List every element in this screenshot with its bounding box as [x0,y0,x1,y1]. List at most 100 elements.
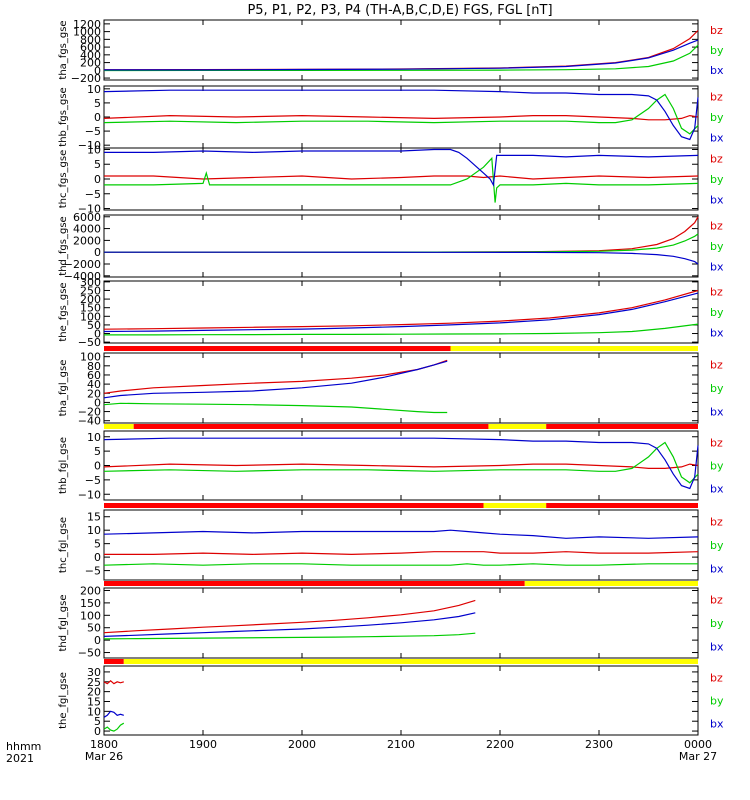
legend-entry-bx: bx [710,483,724,496]
y-tick-label: 10 [87,83,101,96]
series-line-bx [104,39,699,71]
panel-frame [103,352,699,424]
legend-entry-bx: bx [710,327,724,340]
y-tick-label: 5 [94,445,101,458]
y-tick-label: 30 [87,666,101,679]
status-bar-segment [524,581,698,586]
y-tick-label: 5 [94,715,101,728]
series-line-by [103,93,699,135]
status-bar-segment [123,659,699,664]
y-tick-label: −200 [71,72,101,85]
y-tick-label: 0 [94,460,101,473]
status-bar-segment [546,503,698,508]
status-bar-segment [104,659,124,664]
x-tick-label: 2300 [585,738,613,751]
y-tick-label: 0 [94,725,101,738]
y-tick-label: 20 [87,387,101,400]
series-line-bx [103,360,448,399]
x-corner-label-hhmm: hhmm [6,740,41,753]
panel-frame [103,665,699,736]
status-bar-segment [546,424,698,429]
legend-entry-by: by [710,173,724,186]
series-line-bx [103,529,699,539]
series-line-bx [103,710,124,718]
series-line-bz [104,551,699,556]
y-tick-label: −5 [85,125,101,138]
y-tick-label: 10 [87,431,101,444]
y-tick-label: 60 [87,369,101,382]
x-tick-label: 1900 [189,738,217,751]
y-tick-label: 0 [94,111,101,124]
legend-entry-bx: bx [710,194,724,207]
series-line-by [104,156,699,203]
panel-frame [103,509,699,581]
legend-entry-bz: bz [710,24,723,37]
series-line-bz [103,463,699,469]
y-tick-label: 2000 [73,234,101,247]
status-bar-segment [488,424,547,429]
series-line-bz [104,216,699,253]
y-tick-label: 6000 [73,211,101,224]
status-bar-segment [133,424,489,429]
x-tick-label: 1800 [90,738,118,751]
legend-entry-by: by [710,111,724,124]
x-tick-label: 2200 [486,738,514,751]
series-line-bx [103,612,476,637]
series-line-by [103,441,699,484]
y-tick-label: 800 [80,33,101,46]
legend-entry-by: by [710,539,724,552]
y-tick-label: 0 [94,173,101,186]
legend-entry-by: by [710,44,724,57]
y-tick-label: 200 [80,57,101,70]
series-line-bz [103,289,699,330]
y-tick-label: 1200 [73,18,101,31]
legend-entry-bz: bz [710,437,723,450]
y-tick-label: 10 [87,705,101,718]
series-line-bx [104,251,699,265]
y-tick-label: −2000 [64,258,101,271]
y-axis-label: thd_fgl_gse [58,595,69,652]
x-tick-label: 2100 [387,738,415,751]
legend-entry-bx: bx [710,405,724,418]
series-line-bz [103,114,699,121]
series-line-bz [103,680,124,685]
legend-entry-bx: bx [710,261,724,274]
y-tick-label: −50 [78,647,101,660]
y-axis-label: the_fgl_gse [58,672,69,729]
y-tick-label: 1000 [73,26,101,39]
y-tick-label: 0 [94,551,101,564]
y-tick-label: 15 [87,511,101,524]
y-tick-label: 300 [80,276,101,289]
y-tick-label: 50 [87,319,101,332]
legend-entry-bz: bz [710,152,723,165]
y-tick-label: 600 [80,41,101,54]
y-axis-label: thb_fgs_gse [58,87,69,146]
y-tick-label: −10 [78,203,101,216]
y-tick-label: 5 [94,97,101,110]
y-tick-label: 15 [87,695,101,708]
legend-entry-bx: bx [710,718,724,731]
series-line-by [103,402,448,414]
y-axis-label: tha_fgl_gse [58,360,69,417]
legend-entry-by: by [710,240,724,253]
series-line-by [104,323,699,336]
status-bar-segment [104,424,134,429]
y-tick-label: 400 [80,49,101,62]
y-tick-label: −10 [78,139,101,152]
y-tick-label: 50 [87,622,101,635]
legend-entry-bz: bz [710,516,723,529]
status-bar-segment [104,346,451,351]
y-tick-label: 40 [87,378,101,391]
y-tick-label: 150 [80,302,101,315]
y-tick-label: 20 [87,686,101,699]
y-axis-label: tha_fgs_gse [58,20,69,79]
x-corner-label-year: 2021 [6,752,34,765]
y-axis-label: thc_fgl_gse [58,517,69,573]
y-tick-label: 150 [80,597,101,610]
